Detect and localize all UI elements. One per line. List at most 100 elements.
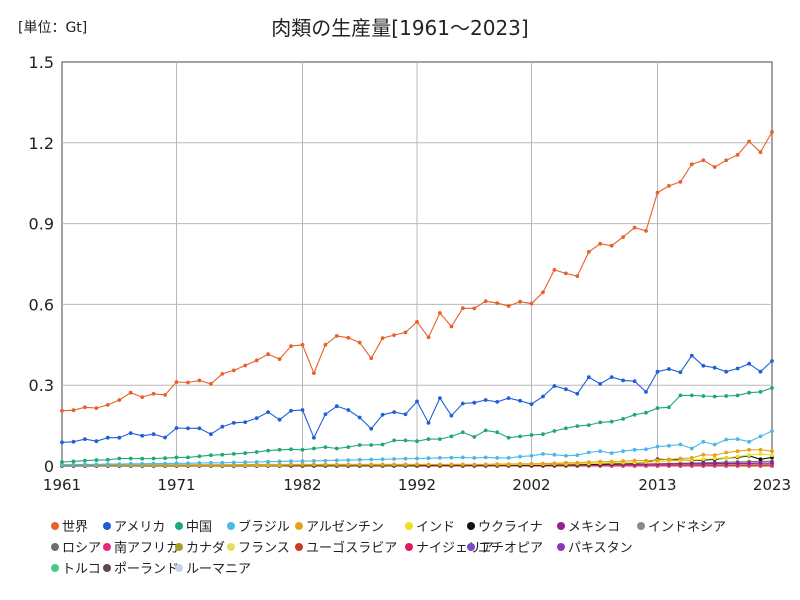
data-point [323,458,328,463]
data-point [506,396,511,400]
data-point [712,453,717,458]
series-3 [60,386,774,464]
data-point [770,386,774,390]
data-point [460,401,465,406]
data-point [495,430,500,435]
data-point [644,410,648,415]
data-point [564,271,568,276]
data-point [277,417,282,422]
data-point [186,455,190,460]
data-point [449,324,454,329]
data-point [300,462,305,467]
data-point [243,460,248,465]
data-point [300,408,305,412]
data-point [712,365,717,370]
data-point [460,306,465,311]
data-point [94,406,99,410]
data-point [758,390,763,394]
series-2 [60,353,774,445]
data-point [678,393,683,398]
legend-item: ウクライナ [467,520,543,535]
data-point [117,435,122,440]
data-point [163,461,168,466]
data-point [266,352,270,357]
data-point [770,461,774,465]
data-point [94,439,99,444]
legend-label: カナダ [186,541,225,556]
data-point [678,442,683,447]
data-point [701,158,706,163]
data-point [529,453,534,458]
y-tick-label: 0.6 [29,295,54,314]
data-point [105,462,110,466]
legend-marker [51,564,59,572]
data-point [770,449,774,454]
data-point [735,461,740,466]
data-point [220,460,225,465]
legend-marker [557,522,565,530]
data-point [415,439,419,444]
data-point [254,416,259,420]
data-point [140,395,145,399]
data-point [518,299,522,304]
data-point [712,456,717,461]
data-point [506,456,511,460]
data-point [747,139,751,144]
legend-marker [467,522,475,530]
data-point [735,454,740,459]
data-point [564,387,568,392]
data-point [483,462,488,467]
data-point [689,456,694,460]
legend-label: アルゼンチン [306,520,384,535]
data-point [724,456,729,460]
data-point [483,398,488,402]
data-point [586,450,591,455]
data-point [209,453,213,458]
y-tick-label: 0.3 [29,376,54,395]
data-point [564,453,568,458]
data-point [380,462,385,467]
legend-label: メキシコ [568,520,620,535]
data-point [770,453,774,458]
data-point [231,452,236,456]
data-point [689,162,694,167]
data-point [197,461,202,465]
chart-title: 肉類の生産量[1961～2023] [271,16,529,40]
data-point [758,150,763,155]
y-tick-label: 0 [44,457,54,476]
legend-label: 世界 [62,520,88,535]
data-point [323,445,328,449]
data-point [667,367,671,371]
data-point [323,342,328,347]
data-point [369,462,374,467]
data-point [140,461,145,466]
data-point [209,460,213,465]
data-point [770,429,774,433]
legend-marker [51,543,59,551]
data-point [506,462,511,466]
data-point [701,461,706,466]
data-point [231,368,236,373]
data-point [71,408,76,413]
data-point [770,130,774,134]
data-point [747,461,751,466]
data-point [495,400,500,404]
data-point [609,375,614,379]
data-point [621,459,625,464]
data-point [644,229,648,233]
data-point [415,456,419,461]
legend-label: 中国 [186,520,212,535]
data-point [609,243,614,248]
x-tick-label: 1971 [157,476,195,494]
legend-label: パキスタン [568,541,633,556]
data-point [128,431,133,435]
data-point [334,334,339,338]
legend-item: エチオピア [467,541,543,556]
legend-label: ルーマニア [186,562,251,577]
data-point [678,180,683,184]
data-point [724,450,729,455]
data-point [94,462,99,467]
data-point [266,462,270,467]
legend-item: メキシコ [557,520,620,535]
